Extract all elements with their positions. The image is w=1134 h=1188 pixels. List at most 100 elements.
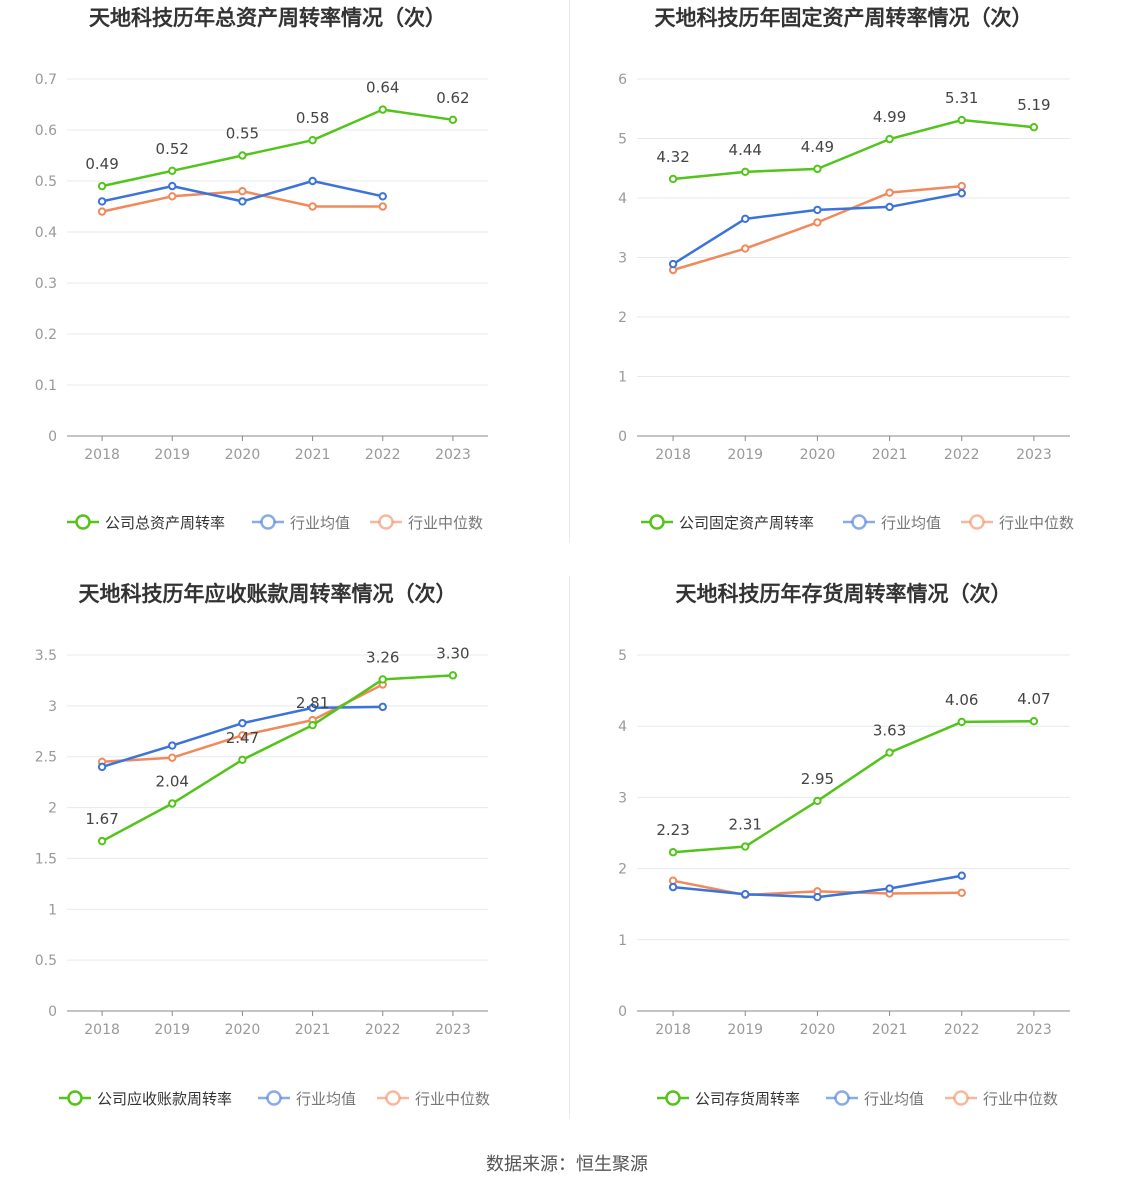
legend-marker-avg: [834, 1090, 850, 1106]
data-point-company: [668, 174, 678, 184]
data-point-avg: [957, 189, 966, 198]
x-tick-label: 2020: [225, 447, 261, 463]
data-point-company: [238, 755, 247, 764]
x-tick-label: 2023: [435, 1022, 471, 1038]
x-tick-label: 2023: [435, 447, 471, 463]
data-point-avg: [238, 197, 247, 206]
data-point-avg: [668, 882, 678, 892]
data-label: 4.32: [656, 148, 689, 166]
data-label: 2.95: [801, 770, 834, 788]
data-label: 4.99: [873, 108, 906, 126]
series-line-company: [672, 719, 1034, 854]
x-tick-label: 2021: [872, 1022, 908, 1038]
legend-label-avg: 行业均值: [864, 1090, 924, 1108]
data-point-avg: [238, 718, 247, 728]
y-tick-label: 5: [618, 648, 627, 664]
legend-marker-median: [969, 514, 985, 530]
data-point-company: [378, 105, 387, 114]
x-tick-label: 2021: [295, 1022, 331, 1038]
data-label: 2.04: [156, 773, 189, 791]
data-point-company: [168, 166, 177, 176]
data-point-avg: [813, 892, 822, 902]
y-tick-label: 3: [618, 790, 627, 806]
x-tick-label: 2023: [1016, 447, 1052, 463]
data-point-company: [238, 151, 247, 160]
data-point-avg: [308, 703, 317, 713]
data-point-avg: [378, 702, 387, 712]
y-tick-label: 4: [618, 191, 627, 207]
data-point-median: [308, 202, 317, 211]
y-tick-label: 0.5: [35, 174, 57, 190]
y-tick-label: 2.5: [35, 750, 57, 766]
chart-panel-fixed-asset-turnover: 天地科技历年固定资产周转率情况（次） 0 1 2 3 4 5 6 2018 2019 2020 202…: [567, 0, 1134, 576]
y-tick-label: 0.3: [35, 276, 57, 292]
data-label: 5.31: [945, 89, 978, 107]
x-tick-label: 2022: [365, 447, 401, 463]
chart-title: 天地科技历年固定资产周转率情况（次）: [655, 6, 1033, 30]
data-label: 3.63: [873, 722, 906, 740]
data-point-avg: [813, 205, 822, 215]
data-label: 0.58: [296, 109, 329, 127]
x-tick-label: 2019: [154, 447, 190, 463]
data-label: 3.26: [366, 648, 399, 666]
data-point-median: [238, 187, 247, 196]
legend-label-median: 行业中位数: [408, 514, 483, 532]
data-point-avg: [168, 181, 177, 191]
y-tick-label: 0.2: [35, 327, 57, 343]
legend-marker-company: [67, 1090, 83, 1106]
fixed-asset-turnover-chart: 天地科技历年固定资产周转率情况（次） 0 1 2 3 4 5 6 2018 2019 2020 202…: [618, 6, 1074, 532]
data-point-company: [813, 164, 822, 174]
data-point-avg: [885, 884, 894, 893]
x-tick-label: 2018: [655, 1022, 691, 1038]
legend-marker-company: [649, 514, 665, 530]
x-tick-label: 2018: [84, 1022, 120, 1038]
legend-label-company: 公司存货周转率: [695, 1090, 800, 1108]
x-tick-label: 2019: [727, 1022, 763, 1038]
x-tick-label: 2020: [800, 447, 836, 463]
series-line-avg: [672, 192, 962, 266]
data-point-company: [741, 167, 750, 177]
y-tick-label: 0: [618, 429, 627, 445]
data-point-median: [168, 753, 177, 762]
y-tick-label: 3.5: [35, 648, 57, 664]
chart-title: 天地科技历年存货周转率情况（次）: [676, 582, 1012, 606]
data-point-company: [308, 136, 317, 145]
data-point-median: [813, 218, 822, 227]
data-label: 0.52: [156, 140, 189, 158]
x-tick-label: 2020: [225, 1022, 261, 1038]
legend-marker-avg: [851, 514, 867, 530]
data-point-median: [885, 188, 894, 197]
y-tick-label: 1: [618, 933, 627, 949]
data-point-company: [308, 720, 317, 730]
y-tick-label: 2: [48, 801, 57, 817]
y-tick-label: 0.4: [35, 225, 57, 241]
legend-marker-company: [75, 514, 91, 530]
data-point-median: [97, 207, 107, 216]
data-point-company: [448, 671, 458, 680]
legend-marker-avg: [260, 514, 276, 530]
y-tick-label: 3: [48, 699, 57, 715]
receivables-turnover-chart: 天地科技历年应收账款周转率情况（次） 0 0.5 1 1.5 2 2.5 3 3.5 2018 20…: [35, 582, 490, 1108]
series-line-company: [101, 108, 454, 188]
data-point-company: [957, 115, 966, 125]
data-point-avg: [741, 890, 750, 899]
data-point-company: [1029, 717, 1039, 726]
data-point-median: [957, 888, 966, 898]
y-tick-label: 4: [618, 719, 627, 735]
y-tick-label: 6: [618, 72, 627, 88]
legend-marker-median: [953, 1090, 969, 1106]
data-point-avg: [97, 762, 107, 772]
x-tick-label: 2023: [1016, 1022, 1052, 1038]
chart-title: 天地科技历年应收账款周转率情况（次）: [79, 582, 457, 606]
data-label: 0.64: [366, 79, 399, 97]
data-point-median: [168, 192, 177, 201]
data-point-avg: [957, 871, 966, 880]
data-point-company: [168, 799, 177, 808]
y-tick-label: 5: [618, 132, 627, 148]
x-tick-label: 2019: [727, 447, 763, 463]
data-label: 4.06: [945, 691, 978, 709]
data-label: 2.47: [226, 729, 259, 747]
data-label: 2.23: [656, 821, 689, 839]
y-tick-label: 0: [48, 1004, 57, 1020]
y-tick-label: 1: [618, 370, 627, 386]
